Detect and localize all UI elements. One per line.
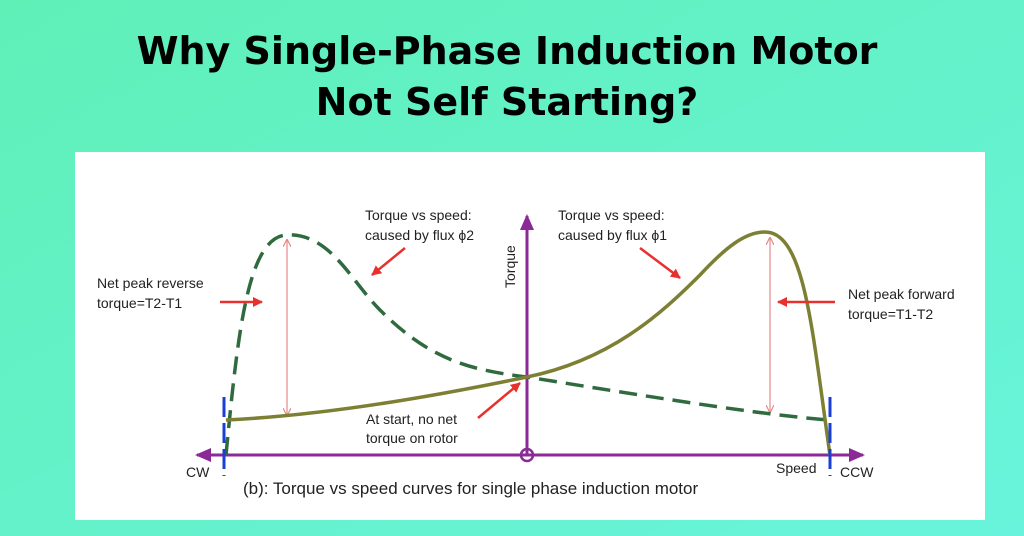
start-label: At start, no net [366, 411, 457, 427]
start-label: torque on rotor [366, 430, 458, 446]
reverse-label: torque=T2-T1 [97, 295, 182, 311]
forward-label: Net peak forward [848, 286, 955, 302]
pointer-arrow [477, 382, 521, 419]
curve-label: Torque vs speed: [558, 207, 665, 223]
caption: (b): Torque vs speed curves for single p… [243, 479, 698, 498]
pointer-arrow [639, 247, 681, 279]
reverse-label: Net peak reverse [97, 275, 204, 291]
curve-label: caused by flux ϕ1 [558, 227, 667, 243]
title-line: Why Single-Phase Induction Motor [137, 29, 878, 73]
pointer-arrow [371, 247, 406, 276]
curve-label: caused by flux ϕ2 [365, 227, 474, 243]
curve-label: Torque vs speed: [365, 207, 472, 223]
forward-label: torque=T1-T2 [848, 306, 933, 322]
title-line: Not Self Starting? [316, 80, 699, 124]
y-axis-label: Torque [502, 245, 518, 288]
x-axis-label: Speed [776, 460, 816, 476]
origin [519, 447, 535, 463]
end-label: CW [186, 464, 210, 480]
end-label: CCW [840, 464, 874, 480]
flux1-curve [225, 230, 832, 456]
